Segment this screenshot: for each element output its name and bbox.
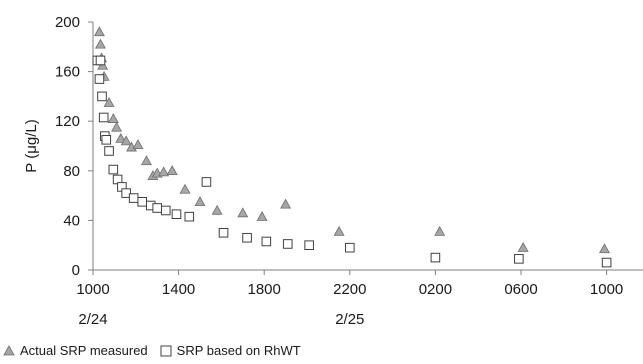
legend-label-rhwt: SRP based on RhWT [176, 343, 301, 358]
data-point-triangle [141, 155, 152, 166]
legend-label-actual: Actual SRP measured [20, 343, 148, 358]
data-point-square [121, 188, 131, 198]
data-point-square [184, 211, 195, 222]
date-label: 2/24 [78, 311, 107, 328]
data-point-triangle [434, 225, 446, 236]
data-point-square [152, 203, 162, 213]
data-point-triangle [166, 165, 178, 176]
data-point-triangle [237, 207, 249, 218]
data-point-triangle [211, 204, 223, 215]
data-point-square [108, 164, 119, 175]
data-point-square [94, 74, 105, 84]
data-point-triangle [194, 196, 206, 207]
data-point-square [101, 135, 112, 145]
data-point-triangle [132, 139, 144, 150]
data-point-square [97, 91, 107, 102]
x-tick-label: 0600 [504, 281, 537, 298]
data-point-triangle [179, 183, 191, 194]
data-point-square [201, 177, 212, 187]
data-point-square [171, 209, 182, 219]
y-tick-label: 0 [72, 262, 80, 279]
y-tick-label: 200 [55, 14, 80, 31]
data-point-square [430, 252, 441, 263]
data-point-triangle [158, 166, 170, 177]
data-point-square [98, 112, 109, 123]
x-tick-label: 1400 [162, 281, 195, 298]
data-point-triangle [256, 211, 268, 221]
legend: Actual SRP measured SRP based on RhWT [3, 343, 313, 358]
x-tick-label: 2200 [333, 281, 366, 298]
x-tick-label: 0200 [419, 281, 452, 298]
data-point-square [137, 197, 148, 207]
y-tick-label: 120 [55, 113, 80, 130]
data-point-triangle [120, 135, 132, 146]
data-point-triangle [598, 243, 610, 254]
y-ticks: 0 40 80 120 160 200 [55, 14, 93, 279]
data-point-triangle [280, 198, 292, 209]
x-tick-label: 1000 [590, 281, 623, 298]
data-point-triangle [115, 132, 127, 143]
x-tick-label: 1000 [76, 281, 109, 298]
x-ticks: 1000 1400 1800 2200 0200 0600 1000 [76, 270, 623, 298]
square-marker-icon [160, 345, 172, 356]
data-point-square [261, 236, 272, 247]
data-point-square [95, 55, 106, 66]
data-point-square [514, 254, 524, 264]
date-labels: 2/24 2/25 [78, 311, 364, 328]
data-point-triangle [93, 26, 105, 37]
data-point-square [345, 242, 355, 253]
data-point-square [218, 228, 229, 238]
data-point-square [282, 239, 293, 249]
series-rhwt-srp [92, 55, 612, 268]
data-point-square [242, 232, 252, 243]
legend-item-actual: Actual SRP measured [3, 343, 148, 358]
axes [92, 22, 643, 271]
data-point-triangle [517, 242, 529, 252]
series-layer [92, 26, 612, 268]
x-tick-label: 1800 [248, 281, 281, 298]
date-label: 2/25 [335, 311, 364, 328]
data-point-triangle [111, 121, 123, 132]
data-point-triangle [103, 96, 115, 107]
y-tick-label: 160 [55, 64, 80, 81]
y-tick-label: 80 [63, 163, 80, 180]
data-point-square [160, 205, 171, 216]
data-point-square [104, 146, 114, 156]
data-point-square [601, 257, 612, 268]
y-axis-title: P (μg/L) [23, 119, 40, 172]
data-point-triangle [333, 225, 345, 236]
triangle-marker-icon [3, 345, 15, 356]
legend-item-rhwt: SRP based on RhWT [160, 343, 301, 358]
data-point-square [128, 193, 139, 203]
data-point-triangle [107, 113, 119, 123]
data-point-square [304, 240, 314, 250]
y-tick-label: 40 [63, 212, 80, 229]
data-point-triangle [95, 38, 106, 49]
